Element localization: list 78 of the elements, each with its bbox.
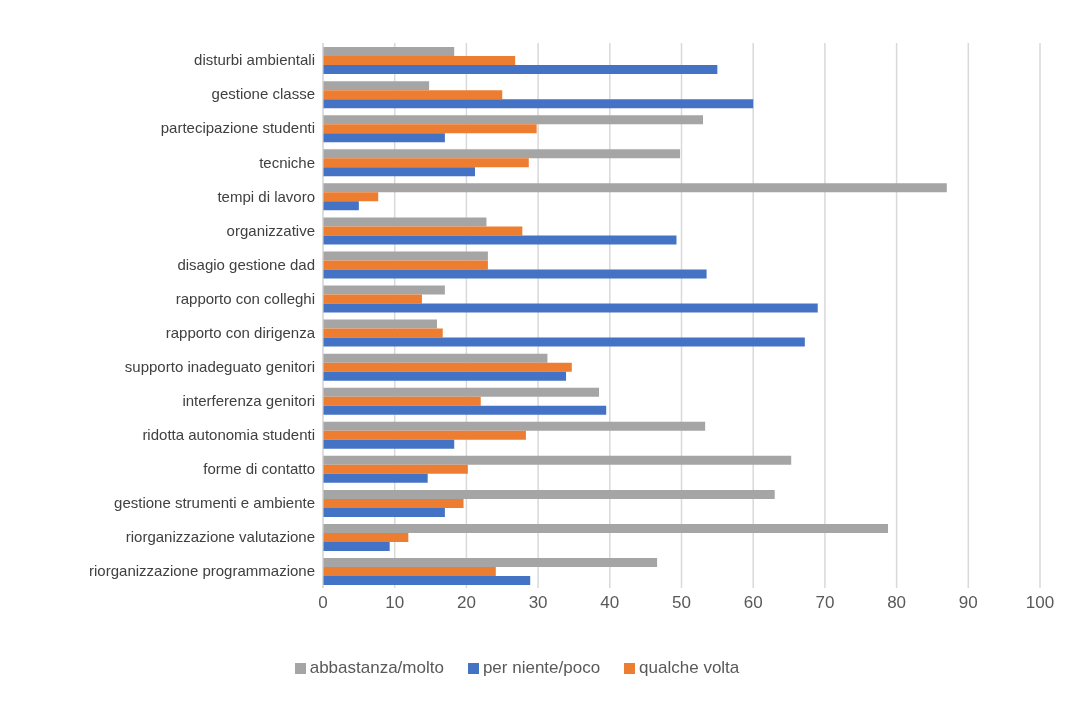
bar bbox=[323, 464, 468, 474]
bar bbox=[323, 90, 503, 100]
y-tick-label: ridotta autonomia studenti bbox=[142, 426, 315, 444]
bar bbox=[323, 183, 947, 193]
bar bbox=[323, 251, 488, 261]
x-tick-label: 60 bbox=[743, 593, 763, 613]
y-tick-label: interferenza genitori bbox=[182, 391, 315, 409]
y-tick-label: supporto inadeguato genitori bbox=[124, 357, 315, 375]
x-tick-label: 10 bbox=[385, 593, 405, 613]
x-tick-label: 30 bbox=[528, 593, 548, 613]
y-tick-label: rapporto con colleghi bbox=[175, 289, 315, 307]
bar bbox=[323, 115, 704, 125]
bar bbox=[323, 235, 677, 245]
bar bbox=[323, 158, 529, 168]
bar bbox=[323, 285, 445, 295]
bar bbox=[323, 353, 548, 363]
bar bbox=[323, 523, 888, 533]
bar bbox=[323, 387, 600, 397]
y-tick-label: partecipazione studenti bbox=[160, 119, 315, 137]
bar bbox=[323, 371, 567, 381]
y-tick-label: riorganizzazione programmazione bbox=[89, 562, 315, 580]
y-tick-label: organizzative bbox=[226, 221, 315, 239]
bar bbox=[323, 192, 379, 202]
y-tick-label: tecniche bbox=[259, 153, 315, 171]
y-tick-label: gestione strumenti e ambiente bbox=[114, 494, 315, 512]
bar bbox=[323, 405, 607, 415]
bar bbox=[323, 260, 488, 270]
y-tick-label: disturbi ambientali bbox=[194, 51, 315, 69]
bar bbox=[323, 567, 496, 577]
x-tick-label: 40 bbox=[600, 593, 620, 613]
bar bbox=[323, 507, 445, 517]
y-tick-label: rapporto con dirigenza bbox=[165, 323, 316, 341]
x-tick-label: 20 bbox=[456, 593, 476, 613]
legend-label: qualche volta bbox=[639, 658, 740, 677]
bar bbox=[323, 362, 572, 372]
bar bbox=[323, 294, 422, 304]
bar bbox=[323, 430, 526, 440]
bar bbox=[323, 81, 430, 91]
x-tick-label: 50 bbox=[672, 593, 691, 613]
bar bbox=[323, 201, 359, 211]
y-tick-label: disagio gestione dad bbox=[177, 255, 315, 273]
bar bbox=[323, 319, 437, 329]
bar bbox=[323, 124, 537, 134]
y-tick-label: forme di contatto bbox=[203, 460, 315, 478]
y-tick-label: gestione classe bbox=[211, 85, 315, 103]
bar bbox=[323, 99, 754, 109]
bar bbox=[323, 576, 531, 586]
x-tick-label: 0 bbox=[318, 593, 328, 613]
x-tick-label: 100 bbox=[1025, 593, 1055, 613]
bar bbox=[323, 337, 805, 347]
y-tick-label: riorganizzazione valutazione bbox=[125, 528, 315, 546]
bar bbox=[323, 303, 818, 313]
x-tick-label: 90 bbox=[958, 593, 978, 613]
bar bbox=[323, 65, 718, 75]
bar bbox=[323, 167, 475, 177]
legend-label: per niente/poco bbox=[482, 658, 601, 677]
x-tick-label: 70 bbox=[815, 593, 835, 613]
y-tick-label: tempi di lavoro bbox=[217, 187, 315, 205]
bar bbox=[323, 541, 390, 551]
bar bbox=[323, 133, 445, 143]
legend-label: abbastanza/molto bbox=[309, 658, 444, 677]
bar bbox=[323, 149, 681, 159]
bar bbox=[323, 421, 706, 431]
bar bbox=[323, 226, 523, 236]
bar bbox=[323, 269, 707, 279]
bar bbox=[323, 532, 409, 542]
bar bbox=[323, 455, 792, 465]
x-tick-label: 80 bbox=[887, 593, 907, 613]
bar bbox=[323, 56, 516, 66]
bar bbox=[323, 439, 455, 449]
bar bbox=[323, 558, 658, 568]
bar bbox=[323, 498, 464, 508]
bar bbox=[323, 328, 443, 338]
bar bbox=[323, 473, 428, 483]
bar bbox=[323, 217, 487, 227]
bar bbox=[323, 47, 455, 57]
bar bbox=[323, 489, 775, 499]
bar bbox=[323, 396, 481, 406]
